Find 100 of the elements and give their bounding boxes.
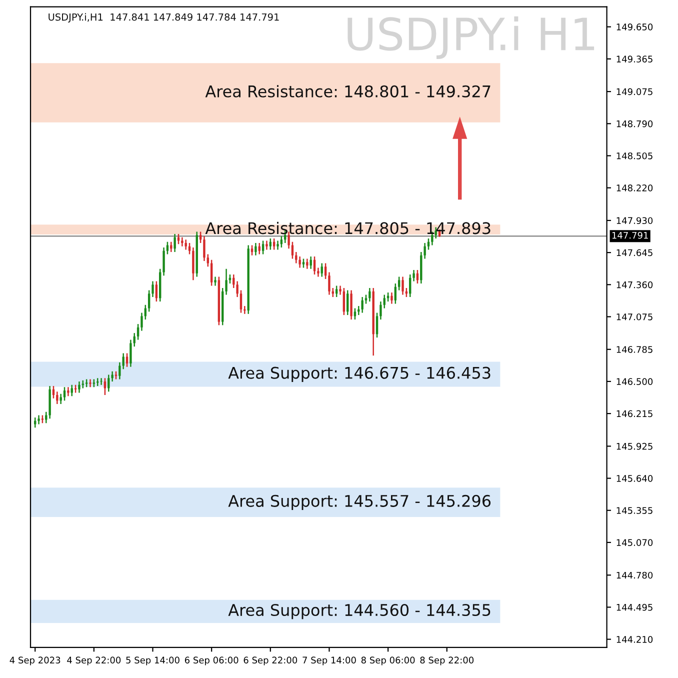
band-label: Area Support: 145.557 - 145.296 bbox=[228, 494, 491, 510]
candlestick bbox=[225, 268, 228, 296]
x-tick-label: 8 Sep 22:00 bbox=[420, 656, 474, 666]
candlestick bbox=[67, 386, 70, 397]
candlestick bbox=[354, 308, 356, 320]
candlestick bbox=[240, 290, 242, 314]
candlestick bbox=[346, 290, 349, 316]
candlestick bbox=[162, 246, 165, 276]
candlestick bbox=[398, 276, 400, 291]
candlestick bbox=[402, 276, 404, 296]
candlestick bbox=[339, 285, 342, 296]
candlestick bbox=[320, 262, 323, 278]
candlestick bbox=[38, 414, 40, 425]
candlestick bbox=[148, 290, 150, 312]
x-tick-label: 6 Sep 06:00 bbox=[184, 656, 238, 666]
candlestick bbox=[210, 259, 213, 286]
candlestick bbox=[376, 312, 378, 338]
candlestick bbox=[199, 231, 202, 244]
candlestick bbox=[155, 280, 158, 302]
x-tick-label: 4 Sep 2023 bbox=[10, 656, 60, 666]
candlestick bbox=[324, 262, 327, 280]
candlestick bbox=[188, 242, 191, 255]
y-tick-label: 146.785 bbox=[616, 346, 652, 353]
candlestick bbox=[306, 258, 308, 270]
candlestick bbox=[269, 238, 272, 250]
band-label: Area Resistance: 147.805 - 147.893 bbox=[205, 222, 490, 234]
candlestick bbox=[291, 241, 294, 260]
candlestick bbox=[390, 292, 393, 304]
band-label: Area Support: 144.560 - 144.355 bbox=[228, 604, 490, 620]
candlestick bbox=[350, 290, 352, 320]
y-tick-label: 145.355 bbox=[616, 507, 652, 514]
candlestick bbox=[262, 240, 264, 255]
y-tick-label: 144.210 bbox=[616, 636, 653, 643]
candlestick bbox=[368, 287, 371, 302]
candlestick bbox=[152, 280, 154, 298]
candlestick bbox=[364, 294, 368, 304]
candlestick bbox=[126, 352, 128, 368]
candlestick bbox=[427, 238, 430, 250]
y-tick-label: 145.070 bbox=[616, 539, 653, 546]
y-tick-label: 148.505 bbox=[616, 152, 652, 160]
candlestick bbox=[214, 276, 216, 286]
y-tick-label: 149.365 bbox=[616, 56, 652, 62]
candlestick bbox=[60, 393, 62, 405]
candlestick bbox=[310, 256, 312, 270]
candlestick bbox=[56, 390, 58, 405]
y-tick-label: 145.925 bbox=[616, 442, 652, 450]
candlestick bbox=[361, 296, 364, 314]
candlestick bbox=[272, 238, 276, 250]
band-label: Area Support: 146.675 - 146.453 bbox=[228, 366, 490, 382]
y-tick-label: 145.640 bbox=[616, 475, 653, 482]
candlestick bbox=[184, 238, 187, 250]
candlestick bbox=[70, 384, 73, 397]
candlestick bbox=[78, 380, 80, 394]
x-tick-label: 8 Sep 06:00 bbox=[361, 656, 415, 666]
y-tick-label: 144.495 bbox=[616, 604, 652, 611]
y-tick-label: 148.790 bbox=[616, 120, 653, 128]
candlestick bbox=[383, 294, 386, 309]
candlestick bbox=[100, 377, 102, 386]
y-tick-label: 147.360 bbox=[616, 281, 653, 288]
candlestick bbox=[317, 267, 320, 278]
y-tick-label: 144.780 bbox=[616, 572, 653, 579]
y-tick-label: 146.215 bbox=[616, 410, 652, 418]
band-label: Area Resistance: 148.801 - 149.327 bbox=[205, 85, 490, 98]
y-tick-label: 147.075 bbox=[616, 313, 652, 320]
candlestick bbox=[140, 312, 143, 332]
candlestick bbox=[250, 244, 254, 256]
candlestick bbox=[335, 285, 338, 298]
text: USDJPY.i,H1 147.841 147.849 147.784 147.791 bbox=[48, 13, 279, 23]
candlestick bbox=[380, 300, 382, 320]
candlestick bbox=[298, 256, 301, 268]
candlestick bbox=[302, 258, 305, 268]
candlestick bbox=[394, 282, 397, 304]
candlestick bbox=[136, 323, 140, 340]
candlestick bbox=[181, 236, 184, 247]
y-tick-label: 147.645 bbox=[616, 249, 652, 256]
x-tick-label: 6 Sep 22:00 bbox=[244, 656, 298, 666]
y-tick-label: 146.500 bbox=[616, 378, 653, 386]
y-tick-label: 149.650 bbox=[616, 24, 653, 30]
y-tick-label: 147.930 bbox=[616, 217, 653, 224]
x-tick-label: 7 Sep 14:00 bbox=[302, 656, 356, 666]
candlestick bbox=[203, 236, 206, 262]
y-tick-label: 149.075 bbox=[616, 88, 652, 96]
candlestick bbox=[244, 305, 246, 315]
candlestick bbox=[295, 251, 298, 264]
ref-line-label: 147.791 bbox=[612, 232, 648, 239]
candlestick bbox=[174, 233, 176, 253]
candlestick bbox=[192, 246, 194, 281]
candlestick bbox=[412, 269, 415, 282]
candlestick bbox=[108, 374, 110, 392]
candlestick bbox=[276, 240, 279, 250]
candlestick bbox=[254, 242, 257, 256]
candlestick bbox=[280, 236, 283, 248]
x-tick-label: 4 Sep 22:00 bbox=[67, 656, 121, 666]
x-tick-label: 5 Sep 14:00 bbox=[126, 656, 180, 666]
candlestick bbox=[166, 241, 169, 255]
candlestick bbox=[266, 240, 268, 250]
candlestick bbox=[89, 378, 92, 388]
candlestick bbox=[258, 242, 260, 255]
y-tick-label: 148.220 bbox=[616, 184, 653, 192]
candlestick bbox=[328, 272, 330, 296]
